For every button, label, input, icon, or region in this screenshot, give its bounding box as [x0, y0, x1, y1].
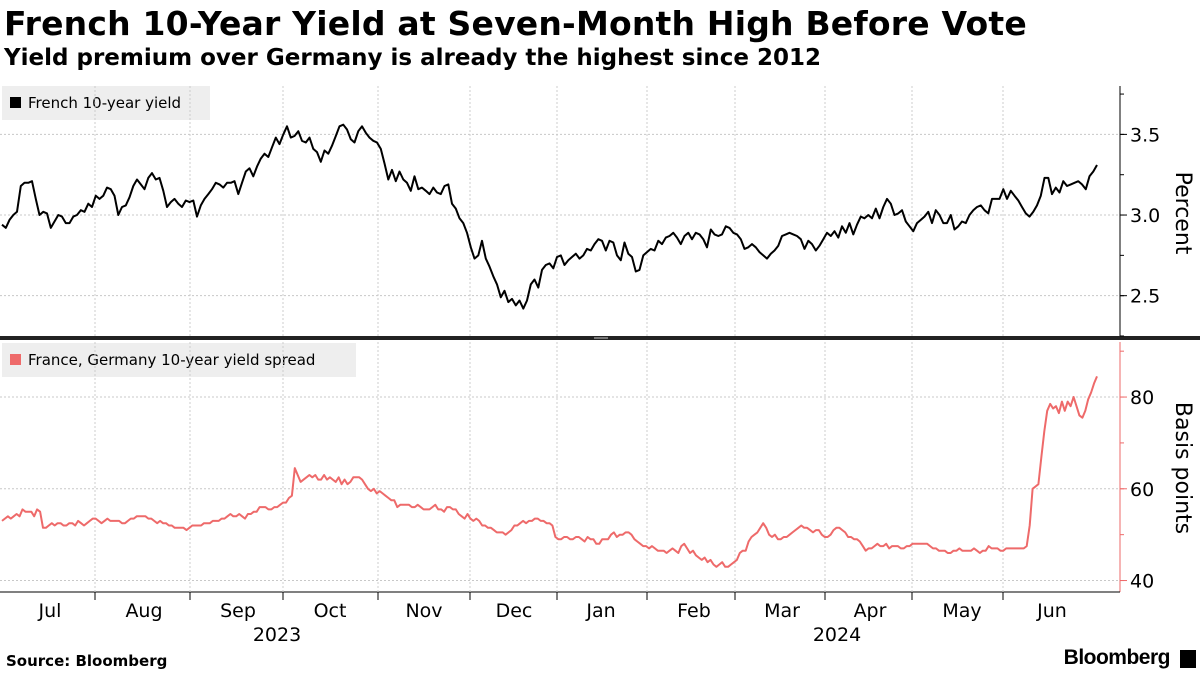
legend-swatch-top — [10, 97, 21, 108]
panel-resize-handle — [594, 337, 608, 339]
x-tick-label: Sep — [220, 600, 256, 622]
y-tick-label: 2.5 — [1130, 286, 1160, 308]
x-tick-label: Oct — [314, 600, 347, 622]
legend-box-top — [2, 86, 210, 120]
chart-title: French 10-Year Yield at Seven-Month High… — [4, 4, 1027, 43]
y-tick-label: 40 — [1130, 571, 1154, 593]
x-tick-label: Apr — [854, 600, 887, 622]
y-tick-label: 60 — [1130, 479, 1154, 501]
legend-box-bottom — [2, 343, 356, 377]
brand-logo: Bloomberg — [1063, 646, 1171, 669]
bloomberg-mark-icon — [1180, 650, 1196, 668]
y-tick-label: 3.0 — [1130, 205, 1160, 227]
y-tick-label: 3.5 — [1130, 124, 1160, 146]
x-year-label: 2023 — [253, 624, 301, 646]
legend-label-bottom: France, Germany 10-year yield spread — [28, 351, 315, 369]
series-line-french-yield — [1, 123, 1098, 310]
series-line-yield-spread — [1, 376, 1098, 568]
x-tick-label: Nov — [405, 600, 442, 622]
x-year-label: 2024 — [813, 624, 861, 646]
x-tick-label: Aug — [125, 600, 162, 622]
y-axis-title-top: Percent — [1170, 172, 1195, 255]
x-tick-label: Dec — [496, 600, 533, 622]
source-note: Source: Bloomberg — [6, 652, 168, 670]
x-tick-label: Jul — [38, 600, 62, 622]
x-tick-label: Mar — [764, 600, 800, 622]
x-tick-label: Jun — [1036, 600, 1067, 622]
x-tick-label: May — [942, 600, 981, 622]
legend-label-top: French 10-year yield — [28, 94, 181, 112]
y-axis-title-bottom: Basis points — [1170, 402, 1195, 534]
chart-subtitle: Yield premium over Germany is already th… — [4, 45, 821, 71]
y-tick-label: 80 — [1130, 387, 1154, 409]
x-tick-label: Feb — [677, 600, 711, 622]
x-tick-label: Jan — [585, 600, 615, 622]
legend-swatch-bottom — [10, 354, 21, 365]
